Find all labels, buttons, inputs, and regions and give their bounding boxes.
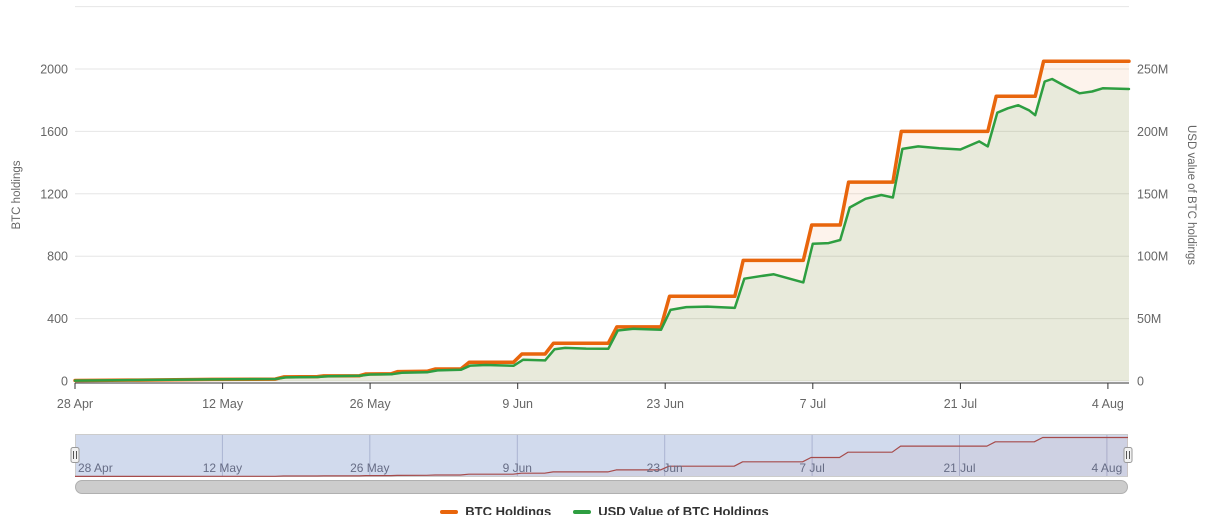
navigator-date-label: 26 May [350, 461, 389, 475]
navigator-left-handle-grip [73, 451, 77, 459]
left-axis-tick-label: 0 [61, 375, 68, 389]
navigator-left-handle[interactable] [70, 447, 80, 463]
usd-value-series[interactable] [73, 77, 1131, 382]
left-axis-tick-label: 400 [47, 312, 68, 326]
navigator-right-handle-body[interactable] [1123, 447, 1133, 463]
x-axis-label: 26 May [350, 397, 392, 411]
x-axis-label: 28 Apr [57, 397, 93, 411]
navigator-date-label: 9 Jun [503, 461, 532, 475]
navigator-mask[interactable] [75, 434, 1128, 477]
x-axis-label: 7 Jul [800, 397, 826, 411]
usd-value-area [75, 79, 1129, 381]
navigator-date-label: 4 Aug [1092, 461, 1123, 475]
legend-label-usd-value: USD Value of BTC Holdings [598, 504, 769, 515]
navigator: 28 Apr 12 May 26 May 9 Jun 23 Jun 7 Jul 21 Jul… [70, 434, 1133, 477]
legend-label-btc-holdings: BTC Holdings [465, 504, 552, 515]
left-axis-tick-label: 2000 [40, 63, 68, 77]
navigator-series-area [75, 437, 1128, 477]
x-axis-label: 23 Jun [646, 397, 684, 411]
left-axis-tick-label: 1600 [40, 125, 68, 139]
series-layer [73, 59, 1131, 383]
x-axis-label: 12 May [202, 397, 244, 411]
right-axis-tick-label: 50M [1137, 312, 1161, 326]
navigator-date-label: 23 Jun [647, 461, 683, 475]
navigator-left-handle-body[interactable] [70, 447, 80, 463]
navigator-right-handle[interactable] [1123, 447, 1133, 463]
legend: BTC Holdings USD Value of BTC Holdings [0, 504, 1209, 515]
navigator-date-label: 7 Jul [799, 461, 824, 475]
scrollbar-thumb[interactable] [75, 480, 1128, 494]
btc-holdings-legend-marker [440, 509, 459, 514]
x-axis-label: 9 Jun [502, 397, 533, 411]
navigator-right-handle-grip [1126, 451, 1130, 459]
navigator-series [75, 436, 1128, 477]
scrollbar [75, 480, 1128, 494]
axes: 28 Apr 12 May 26 May 9 Jun 23 Jun 7 Jul 21 Jul… [40, 63, 1168, 412]
right-axis-tick-label: 150M [1137, 187, 1168, 201]
navigator-date-label: 12 May [203, 461, 242, 475]
btc-holdings-area [75, 61, 1129, 381]
right-axis-title: USD value of BTC holdings [1185, 125, 1197, 265]
navigator-date-label: 21 Jul [943, 461, 975, 475]
usd-value-legend-marker [573, 509, 592, 514]
left-axis-title: BTC holdings [11, 160, 23, 229]
right-axis-tick-label: 250M [1137, 63, 1168, 77]
left-axis-tick-label: 1200 [40, 187, 68, 201]
gridlines [75, 6, 1129, 382]
right-axis-tick-label: 0 [1137, 375, 1144, 389]
x-axis-label: 21 Jul [944, 397, 977, 411]
right-axis-tick-label: 200M [1137, 125, 1168, 139]
legend-item-usd-value[interactable]: USD Value of BTC Holdings [573, 504, 769, 515]
left-axis-tick-label: 800 [47, 250, 68, 264]
x-axis-label: 4 Aug [1092, 397, 1124, 411]
right-axis-tick-label: 100M [1137, 250, 1168, 264]
legend-item-btc-holdings[interactable]: BTC Holdings [440, 504, 551, 515]
navigator-date-label: 28 Apr [78, 461, 113, 475]
